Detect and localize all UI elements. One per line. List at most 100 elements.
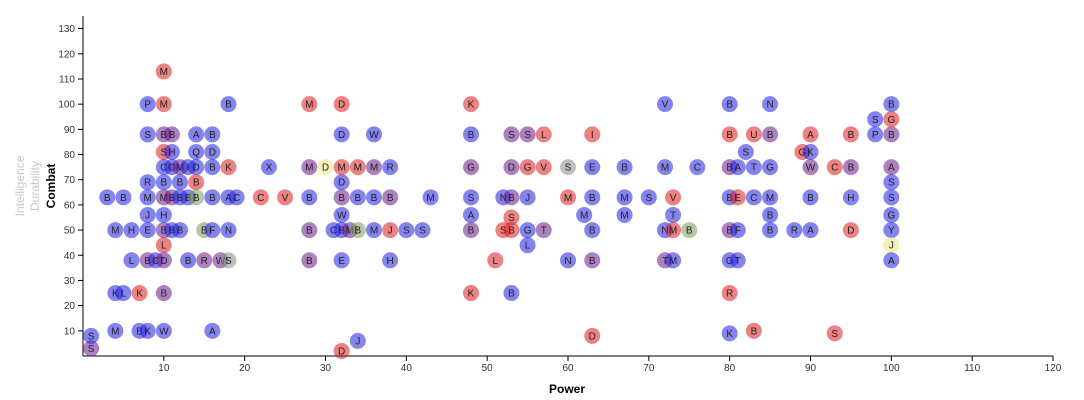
data-point[interactable]: B [366,189,382,206]
point-circle[interactable] [107,322,124,339]
data-point[interactable]: G [883,111,900,128]
point-circle[interactable] [729,222,746,239]
point-circle[interactable] [204,126,221,143]
data-point[interactable]: D [333,342,350,359]
data-point[interactable]: M [155,96,172,113]
data-point[interactable]: B [204,189,221,206]
point-circle[interactable] [721,96,738,113]
y-axis-inactive-title[interactable]: Durability [28,161,42,211]
data-point[interactable]: M [107,322,124,339]
data-point[interactable]: S [737,144,754,160]
data-point[interactable]: K [463,96,479,113]
point-circle[interactable] [188,159,205,176]
point-circle[interactable] [349,332,366,349]
data-point[interactable]: D [842,222,859,239]
data-point[interactable]: S [560,159,576,176]
point-circle[interactable] [163,126,180,143]
point-circle[interactable] [883,237,900,254]
data-point[interactable]: M [366,159,382,176]
point-circle[interactable] [665,222,682,239]
data-point[interactable]: B [382,189,399,206]
data-point[interactable]: M [616,206,633,223]
point-circle[interactable] [188,126,205,143]
point-circle[interactable] [139,96,156,113]
point-circle[interactable] [463,222,479,239]
point-circle[interactable] [503,159,520,176]
point-circle[interactable] [665,206,682,223]
data-point[interactable]: L [487,252,504,269]
point-circle[interactable] [333,189,350,206]
point-circle[interactable] [762,126,779,143]
point-circle[interactable] [721,325,738,342]
data-point[interactable]: S [826,325,843,342]
point-circle[interactable] [867,111,884,128]
data-point[interactable]: S [83,327,100,344]
data-point[interactable]: B [188,189,205,206]
data-point[interactable]: G [883,206,900,223]
point-circle[interactable] [123,222,140,239]
point-circle[interactable] [503,189,520,206]
data-point[interactable]: B [616,159,633,176]
data-point[interactable]: E [333,252,350,269]
point-circle[interactable] [139,126,156,143]
point-circle[interactable] [883,111,900,128]
data-point[interactable]: W [333,206,350,223]
data-point[interactable]: D [333,174,350,191]
data-point[interactable]: M [333,159,350,176]
data-point[interactable]: S [220,252,237,269]
point-circle[interactable] [131,285,148,302]
point-circle[interactable] [665,189,682,206]
x-axis-title[interactable]: Power [549,382,585,396]
point-circle[interactable] [204,222,221,239]
point-circle[interactable] [883,96,900,113]
data-point[interactable]: C [689,159,706,176]
point-circle[interactable] [762,96,779,113]
point-circle[interactable] [277,189,294,206]
data-point[interactable]: V [665,189,682,206]
point-circle[interactable] [155,174,172,191]
data-point[interactable]: G [519,222,536,239]
data-point[interactable]: S [883,189,900,206]
point-circle[interactable] [333,126,350,143]
data-point[interactable]: W [802,159,819,176]
data-point[interactable]: M [139,189,156,206]
point-circle[interactable] [139,322,156,339]
point-circle[interactable] [204,144,221,160]
data-point[interactable]: B [802,189,819,206]
data-point[interactable]: G [463,159,479,176]
point-circle[interactable] [366,159,382,176]
point-circle[interactable] [349,159,366,176]
point-circle[interactable] [382,222,399,239]
point-circle[interactable] [560,159,576,176]
point-circle[interactable] [228,189,245,206]
data-point[interactable]: M [366,222,382,239]
data-point[interactable]: V [535,159,552,176]
data-point[interactable]: B [155,285,172,302]
data-point[interactable]: R [139,174,156,191]
point-circle[interactable] [220,252,237,269]
point-circle[interactable] [487,252,504,269]
point-circle[interactable] [99,189,116,206]
data-point[interactable]: D [503,159,520,176]
point-circle[interactable] [366,126,382,143]
data-point[interactable]: J [382,222,399,239]
data-point[interactable]: M [301,159,318,176]
data-point[interactable]: X [260,159,277,176]
point-circle[interactable] [883,159,900,176]
data-point[interactable]: R [786,222,803,239]
point-circle[interactable] [883,189,900,206]
data-point[interactable]: M [107,222,124,239]
data-point[interactable]: M [576,206,593,223]
point-circle[interactable] [729,189,746,206]
data-point[interactable]: M [155,63,172,80]
data-point[interactable]: H [842,189,859,206]
data-point[interactable]: B [301,252,318,269]
point-circle[interactable] [155,322,172,339]
data-point[interactable]: D [155,252,172,269]
data-point[interactable]: G [762,159,779,176]
point-circle[interactable] [519,222,536,239]
data-point[interactable]: T [535,222,552,239]
data-point[interactable]: S [867,111,884,128]
data-point[interactable]: B [204,126,221,143]
point-circle[interactable] [349,189,366,206]
